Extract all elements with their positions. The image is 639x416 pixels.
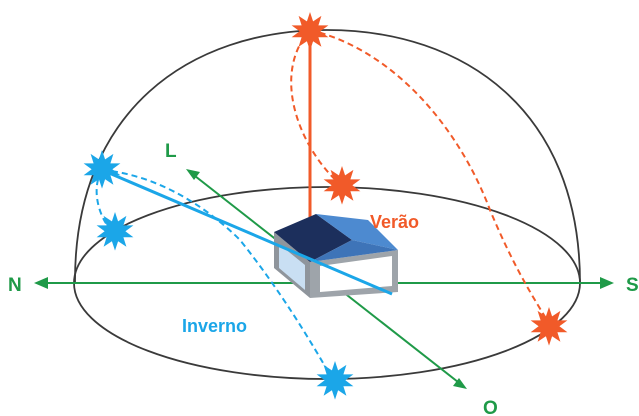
star-burst-icon — [96, 212, 134, 251]
arrowhead-icon — [186, 169, 200, 180]
arrowhead-icon — [453, 378, 467, 389]
summer-sun-path — [309, 29, 551, 326]
north-label: N — [8, 275, 22, 296]
star-burst-icon — [83, 150, 121, 189]
west-label: O — [483, 398, 498, 416]
building-opening — [320, 256, 392, 292]
winter-label: Inverno — [182, 316, 247, 336]
star-burst-icon — [530, 307, 568, 346]
summer-sun-path — [290, 29, 343, 187]
arrowhead-icon — [34, 277, 48, 289]
summer-label: Verão — [370, 212, 419, 232]
winter-sun-ray — [101, 168, 393, 296]
star-burst-icon — [316, 361, 354, 400]
star-burst-icon — [323, 166, 361, 205]
building — [274, 214, 398, 298]
building-window — [279, 244, 305, 290]
arrowhead-icon — [600, 277, 614, 289]
building-roof-light — [310, 240, 398, 262]
east-label: L — [165, 141, 177, 162]
star-burst-icon — [291, 12, 329, 51]
building-roof-light — [316, 214, 398, 250]
south-label: S — [626, 275, 639, 296]
building-roof-dark — [274, 214, 352, 262]
celestial-dome — [74, 29, 581, 284]
winter-sun-path — [101, 169, 334, 381]
